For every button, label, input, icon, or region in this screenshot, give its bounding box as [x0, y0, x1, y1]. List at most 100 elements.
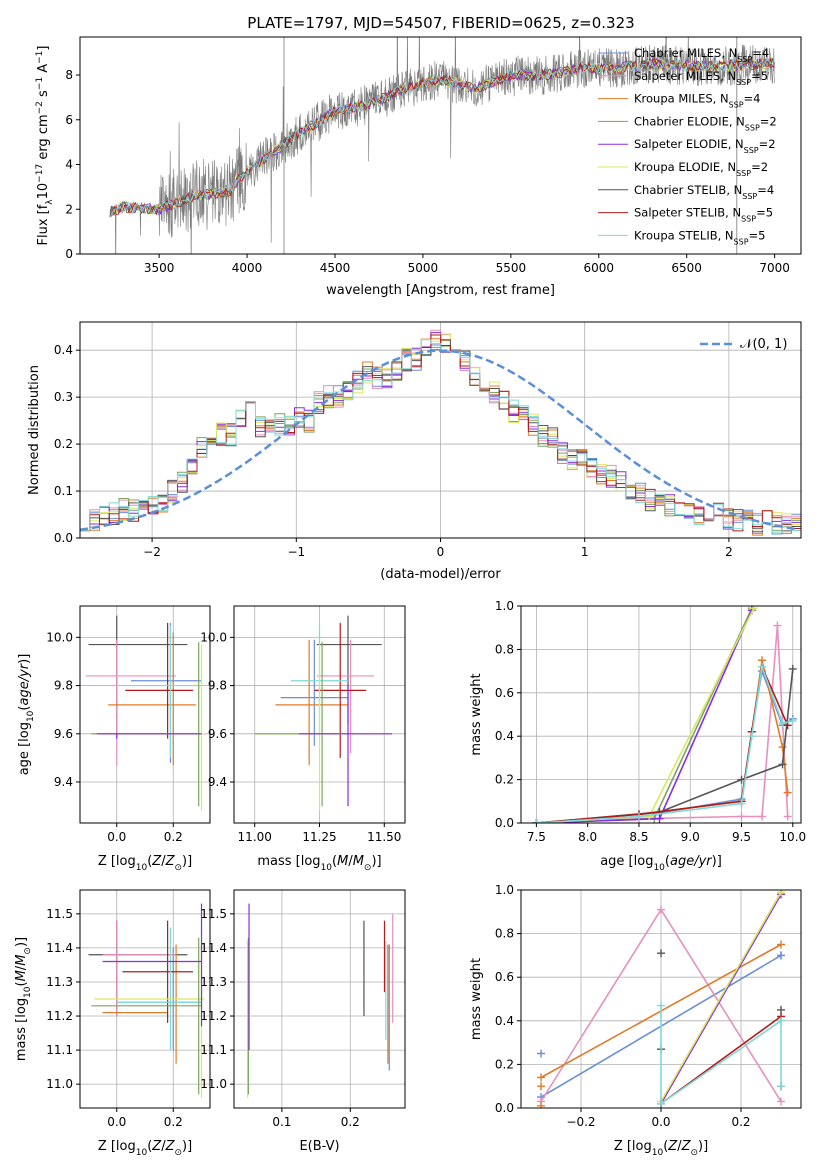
x-tick-label: 5500 — [496, 261, 527, 275]
legend-label-tail: =4 — [757, 183, 774, 197]
y-tick-label: 0.2 — [495, 1057, 514, 1071]
label-part: / — [161, 854, 166, 869]
y-axis-label: mass weight — [469, 958, 484, 1040]
mass-weight-line — [536, 609, 753, 823]
y-tick-label: 0.2 — [495, 773, 514, 787]
x-axis-label: Z [log10(Z/Z⊙)] — [98, 1139, 192, 1158]
label-part: λ — [45, 199, 55, 205]
plot-area — [85, 615, 205, 811]
label-part: )] — [14, 937, 29, 947]
y-tick-label: 11.3 — [46, 975, 73, 989]
y-tick-label: 11.5 — [46, 907, 73, 921]
label-part: −1 — [35, 77, 45, 90]
label-part: Z [log — [98, 854, 136, 869]
age-mass-panel: 11.00 11.25 11.50 9.4 9.6 9.8 10.0 mass [log10(… — [200, 605, 406, 873]
mass-weight-marker — [758, 662, 767, 671]
plot-area — [254, 615, 393, 811]
label-part: / — [348, 854, 353, 869]
label-part: age/yr — [670, 854, 713, 869]
legend-label-main: Salpeter ELODIE, N — [634, 137, 744, 151]
legend-label-main: Kroupa MILES, N — [634, 92, 729, 106]
y-tick-label: 6 — [65, 113, 73, 127]
gaussian-curve — [80, 349, 799, 532]
x-tick-label: 0 — [437, 545, 445, 559]
label-part: M — [14, 970, 29, 981]
x-tick-label: −0.2 — [566, 1115, 595, 1129]
legend-label: Salpeter ELODIE, NSSP=2 — [634, 137, 776, 155]
mass-weight-marker — [777, 1097, 785, 1106]
legend-label-sub: SSP — [736, 169, 751, 178]
x-tick-label: 6500 — [671, 261, 702, 275]
legend-label-tail: =5 — [756, 206, 773, 220]
mass-weight-marker — [778, 760, 787, 769]
legend-label-tail: =5 — [751, 69, 768, 83]
legend-label-main: Kroupa STELIB, N — [634, 228, 734, 242]
y-tick-label: 0.2 — [54, 437, 73, 451]
y-tick-label: 0.1 — [54, 484, 73, 498]
axes-frame — [79, 321, 802, 539]
x-tick-label: 8.0 — [578, 830, 597, 844]
plot-area — [532, 606, 797, 823]
x-tick-label: −2 — [143, 545, 161, 559]
label-part: ] — [36, 46, 51, 51]
x-tick-label: 3500 — [144, 261, 175, 275]
legend-label-main: Kroupa ELODIE, N — [634, 160, 736, 174]
legend-label-sub: SSP — [729, 100, 744, 109]
legend-label-sub: SSP — [741, 214, 756, 223]
label-part: Z — [667, 1139, 678, 1154]
y-tick-label: 9.4 — [208, 775, 227, 789]
mass-weight-line — [660, 891, 782, 1102]
y-tick-label: 9.6 — [208, 727, 227, 741]
model-fit-line — [109, 58, 775, 218]
label-part: )] — [371, 854, 381, 869]
label-part: / — [677, 1139, 682, 1154]
mass-weight-marker — [737, 812, 746, 821]
label-part: ⊙ — [364, 863, 372, 873]
y-tick-label: 10.0 — [46, 630, 73, 644]
x-axis-label: wavelength [Angstrom, rest frame] — [326, 283, 555, 298]
x-tick-label: 8.5 — [629, 830, 648, 844]
legend-label-sub: SSP — [745, 123, 760, 132]
y-axis-label: Normed distribution — [27, 365, 42, 495]
y-tick-label: 9.4 — [54, 775, 73, 789]
mass-weight-marker — [788, 664, 797, 673]
x-tick-label: 5000 — [408, 261, 439, 275]
label-part: s — [36, 90, 51, 101]
label-part: ( — [17, 706, 32, 711]
x-axis-label: age [log10(age/yr)] — [600, 854, 722, 873]
legend-label-tail: =2 — [759, 137, 776, 151]
label-part: age [log — [17, 722, 32, 775]
mass-weight-marker — [777, 890, 785, 897]
massweight-z-panel: −0.2 0.0 0.20.00.20.40.60.81.0Z [log10(Z/Z… — [469, 883, 802, 1158]
residual-histogram-panel: −2 −1 0 1 2 0.0 0.1 0.2 0.3 0.4 𝒩(0, 1) (data-model… — [27, 321, 802, 582]
y-tick-label: 11.1 — [200, 1043, 227, 1057]
x-tick-label: 6000 — [583, 261, 614, 275]
y-tick-label: 1.0 — [495, 599, 514, 613]
spectrum-panel: 3500 4000 4500 5000 5500 6000 6500 7000 0 2 4 6 8 wav… — [35, 36, 802, 298]
label-part: ⊙ — [690, 1148, 698, 1158]
y-tick-label: 0 — [65, 247, 73, 261]
legend-label-tail: =2 — [751, 160, 768, 174]
legend-label-tail: =2 — [760, 114, 777, 128]
label-part: )] — [712, 854, 722, 869]
mass-weight-marker — [645, 812, 654, 821]
legend-label: Salpeter STELIB, NSSP=5 — [634, 206, 773, 224]
label-part: age [log — [600, 854, 653, 869]
y-tick-label: 4 — [65, 158, 73, 172]
label-part: )] — [182, 854, 192, 869]
y-tick-label: 0.6 — [495, 970, 514, 984]
legend-label: Kroupa STELIB, NSSP=5 — [634, 228, 765, 246]
mass-weight-marker — [777, 1016, 785, 1025]
label-part: Z — [165, 854, 176, 869]
label-part: ( — [665, 854, 670, 869]
y-axis-label: mass weight — [469, 673, 484, 755]
x-tick-label: 11.50 — [367, 830, 401, 844]
mass-weight-marker — [657, 949, 665, 958]
mass-weight-marker — [737, 799, 746, 808]
axes-frame — [233, 605, 406, 824]
x-tick-label: 0.0 — [651, 1115, 670, 1129]
x-tick-label: −1 — [287, 545, 305, 559]
x-tick-label: 9.0 — [681, 830, 700, 844]
mass-weight-marker — [747, 732, 756, 741]
